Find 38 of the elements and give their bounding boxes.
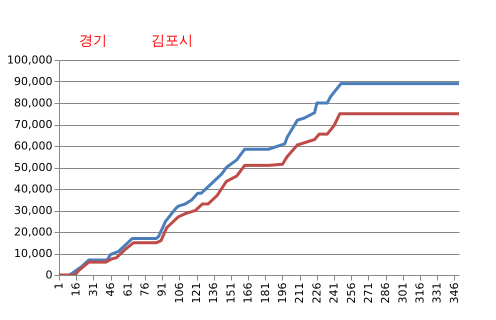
- x-tick-label: 271: [362, 282, 375, 304]
- y-tick-label: 40,000: [14, 182, 52, 196]
- x-tick-label: 346: [448, 282, 461, 304]
- x-tick-label: 151: [224, 282, 238, 304]
- x-tick-label: 241: [328, 282, 341, 304]
- x-tick-label: 91: [156, 282, 169, 296]
- x-tick-label: 166: [242, 282, 255, 304]
- x-tick-label: 301: [396, 282, 410, 304]
- x-tick-label: 106: [172, 282, 186, 304]
- x-tick-label: 331: [430, 282, 444, 304]
- x-tick-label: 256: [344, 282, 358, 304]
- x-tick-label: 226: [310, 282, 324, 304]
- x-tick-label: 46: [104, 282, 118, 296]
- y-tick-label: 80,000: [14, 96, 52, 110]
- x-tick-label: 286: [379, 282, 392, 304]
- x-tick-label: 196: [276, 282, 289, 304]
- y-tick-label: 20,000: [14, 226, 52, 238]
- y-tick-label: 50,000: [14, 161, 52, 174]
- x-tick-label: 31: [86, 282, 100, 296]
- x-tick-label: 61: [121, 282, 134, 296]
- x-tick-label: 316: [414, 282, 427, 304]
- x-tick-label: 136: [207, 282, 220, 304]
- y-tick-label: 100,000: [7, 54, 52, 66]
- y-tick-label: 10,000: [14, 247, 52, 260]
- x-tick-label: 1: [52, 282, 66, 290]
- y-tick-label: 70,000: [14, 118, 52, 131]
- y-tick-label: 30,000: [14, 204, 52, 217]
- y-tick-label: 60,000: [14, 140, 52, 152]
- x-tick-label: 16: [70, 282, 83, 296]
- x-tick-label: 121: [190, 282, 204, 304]
- y-tick-label: 90,000: [14, 75, 52, 88]
- text: 김포시: [151, 33, 193, 49]
- text: 경기: [79, 33, 107, 49]
- y-tick-label: 0: [46, 268, 52, 282]
- line-series: [59, 112, 459, 275]
- x-tick-label: 181: [258, 282, 272, 304]
- x-tick-label: 76: [138, 282, 152, 296]
- x-tick-label: 211: [293, 282, 306, 304]
